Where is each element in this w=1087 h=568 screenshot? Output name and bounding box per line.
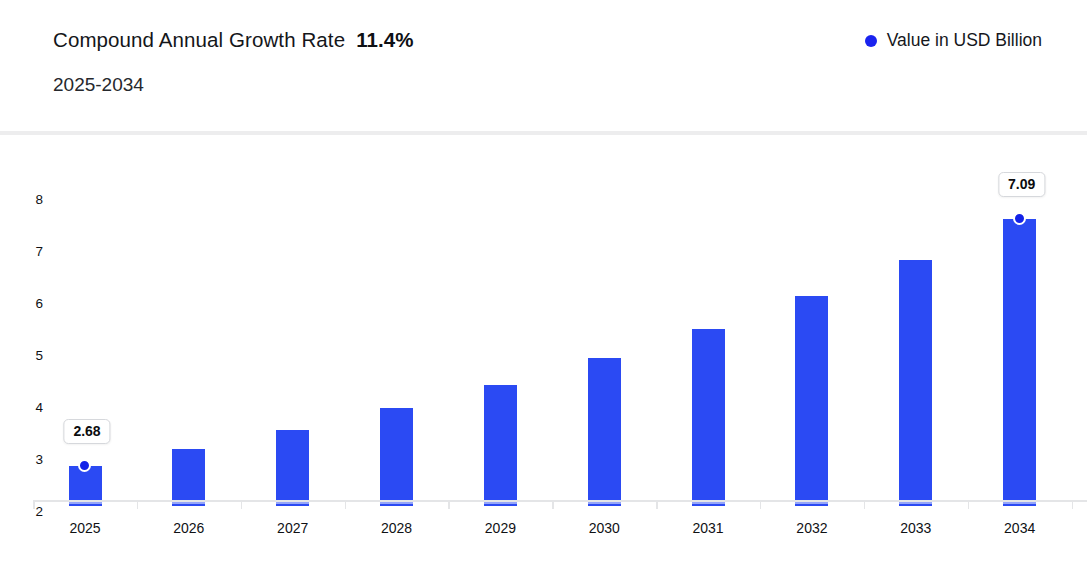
- x-axis-label-2030: 2030: [569, 519, 639, 537]
- x-axis-tick: [760, 500, 762, 509]
- x-axis-label-2034: 2034: [985, 519, 1055, 537]
- bar-2031[interactable]: [692, 329, 725, 506]
- x-axis-label-2026: 2026: [154, 519, 224, 537]
- x-axis-label-2029: 2029: [465, 519, 535, 537]
- x-axis-tick: [656, 500, 658, 509]
- value-label-2034: 7.09: [998, 172, 1045, 197]
- bar-2027[interactable]: [276, 430, 309, 507]
- bar-2034[interactable]: [1003, 219, 1036, 507]
- x-axis-label-2027: 2027: [258, 519, 328, 537]
- y-axis-label-4: 4: [0, 399, 43, 417]
- x-axis-label-2032: 2032: [777, 519, 847, 537]
- bar-2029[interactable]: [484, 385, 517, 507]
- value-label-2025: 2.68: [63, 419, 110, 444]
- x-axis-tick: [345, 500, 347, 509]
- bar-2033[interactable]: [899, 260, 932, 507]
- y-axis-label-2: 2: [0, 503, 43, 521]
- y-axis-label-6: 6: [0, 295, 43, 313]
- point-marker-2025[interactable]: [78, 459, 91, 472]
- y-axis-label-5: 5: [0, 347, 43, 365]
- bar-2026[interactable]: [172, 449, 205, 507]
- x-axis-line: [33, 500, 1087, 502]
- y-axis-label-8: 8: [0, 191, 43, 209]
- bar-2032[interactable]: [795, 296, 828, 506]
- x-axis-label-2033: 2033: [881, 519, 951, 537]
- bar-2028[interactable]: [380, 408, 413, 506]
- x-axis-label-2025: 2025: [50, 519, 120, 537]
- x-axis-tick: [968, 500, 970, 509]
- x-axis-tick: [552, 500, 554, 509]
- y-axis-label-3: 3: [0, 451, 43, 469]
- bar-2030[interactable]: [588, 358, 621, 506]
- point-marker-2034[interactable]: [1013, 212, 1026, 225]
- bar-chart-plot: 8 7 6 5 4 3 2 2025 2026 2027 2028 2029 2030 2031 2032 2…: [0, 0, 1087, 568]
- cagr-bar-chart-widget: Compound Annual Growth Rate11.4% 2025-20…: [0, 0, 1087, 568]
- x-axis-tick: [137, 500, 139, 509]
- x-axis-tick: [448, 500, 450, 509]
- x-axis-tick: [1072, 500, 1074, 509]
- x-axis-tick: [33, 500, 35, 509]
- x-axis-label-2031: 2031: [673, 519, 743, 537]
- y-axis-label-7: 7: [0, 243, 43, 261]
- x-axis-tick: [241, 500, 243, 509]
- x-axis-tick: [864, 500, 866, 509]
- x-axis-label-2028: 2028: [362, 519, 432, 537]
